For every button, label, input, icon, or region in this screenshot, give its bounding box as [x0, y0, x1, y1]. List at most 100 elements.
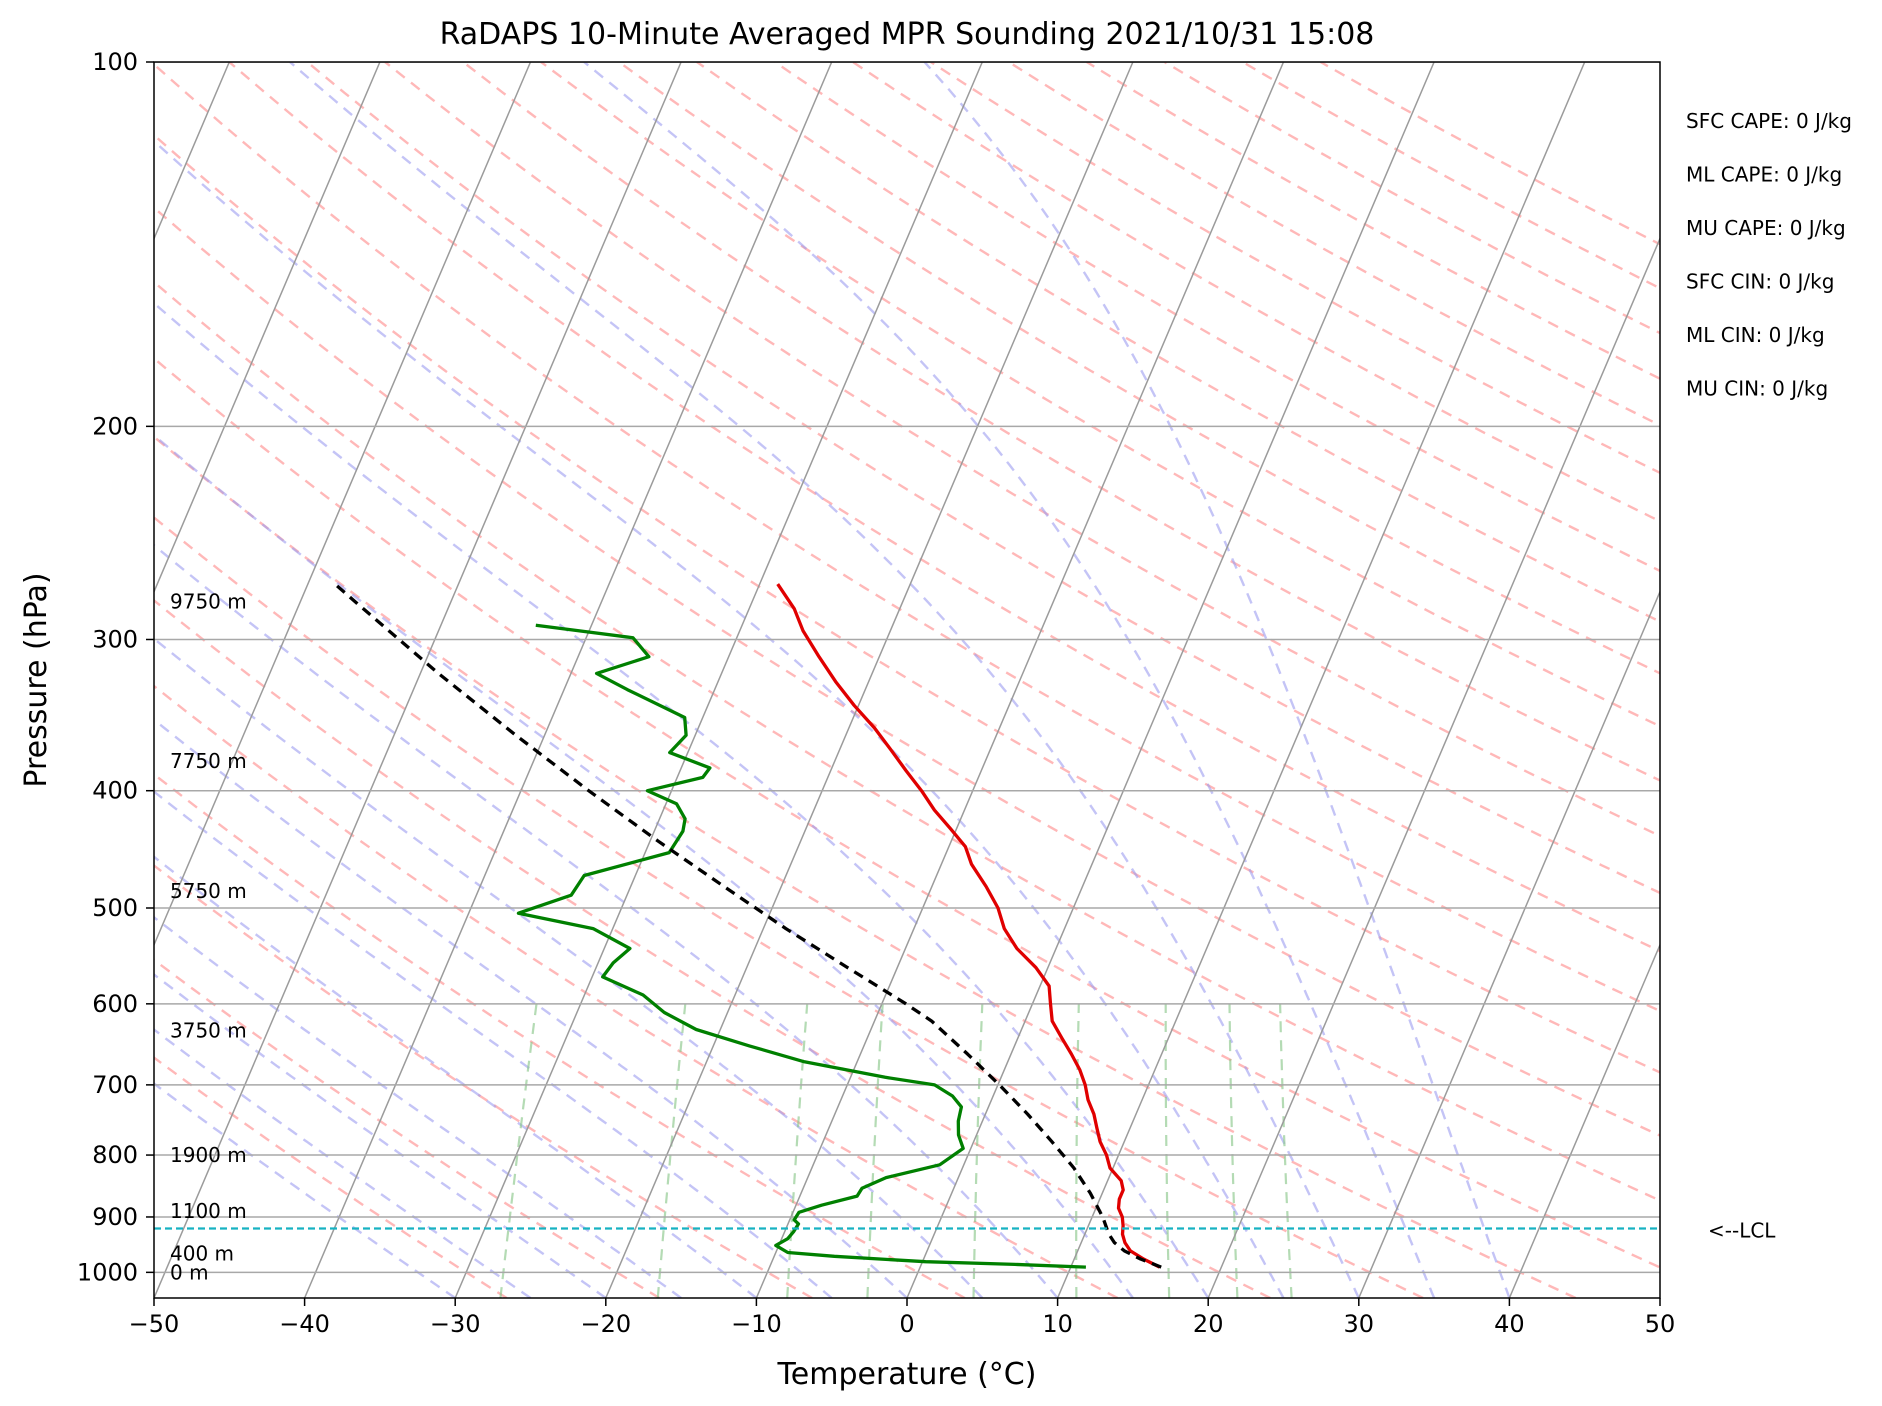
- dry-adiabat: [774, 62, 1660, 573]
- y-axis-label: Pressure (hPa): [19, 572, 54, 787]
- height-label: 3750 m: [170, 1018, 247, 1042]
- height-label: 0 m: [170, 1260, 209, 1284]
- y-tick-label: 1000: [77, 1258, 138, 1286]
- dry-adiabat: [696, 62, 1660, 623]
- x-tick-label: −40: [279, 1310, 330, 1338]
- dry-adiabat: [1319, 62, 1660, 246]
- mixing-ratio-line: [866, 1003, 884, 1298]
- dry-adiabat: [540, 62, 1660, 728]
- mixing-ratio-line: [1164, 1003, 1171, 1298]
- isotherm-line: [454, 62, 983, 1298]
- moist-adiabat: [154, 718, 908, 1298]
- y-tick-label: 100: [92, 48, 138, 76]
- dry-adiabat: [1163, 62, 1660, 335]
- lcl-label: <--LCL: [1708, 1219, 1776, 1243]
- dry-adiabat: [154, 598, 1271, 1298]
- height-label: 5750 m: [170, 879, 247, 903]
- height-label: 400 m: [170, 1242, 234, 1266]
- moist-adiabat: [923, 62, 1511, 1298]
- moist-adiabat: [154, 301, 1210, 1298]
- dry-adiabat: [154, 958, 661, 1298]
- dry-adiabat: [154, 356, 1660, 1269]
- x-tick-label: −30: [430, 1310, 481, 1338]
- isotherm-line: [1508, 942, 1660, 1298]
- isotherm-line: [154, 62, 381, 594]
- x-tick-label: 20: [1193, 1310, 1224, 1338]
- chart-title: RaDAPS 10-Minute Averaged MPR Sounding 2…: [440, 17, 1375, 52]
- isotherm-line: [1207, 236, 1660, 1298]
- isotherm-line: [605, 62, 1134, 1298]
- isotherm-line: [1056, 62, 1586, 1298]
- dry-adiabat: [462, 62, 1660, 782]
- y-tick-label: 800: [92, 1141, 138, 1169]
- grid-layer: [154, 62, 1660, 1298]
- y-tick-label: 200: [92, 412, 138, 440]
- x-tick-label: 0: [899, 1310, 914, 1338]
- dry-adiabat: [154, 772, 966, 1298]
- dry-adiabat: [852, 62, 1660, 523]
- stat-label: SFC CAPE: 0 J/kg: [1686, 109, 1852, 133]
- moist-adiabat: [154, 972, 607, 1298]
- dry-adiabat: [930, 62, 1660, 475]
- dry-adiabat: [154, 684, 1119, 1298]
- dry-adiabat: [154, 280, 1660, 1202]
- dewpoint-line: [516, 623, 1086, 1269]
- x-tick-label: −50: [129, 1310, 180, 1338]
- x-tick-label: 10: [1042, 1310, 1073, 1338]
- parcel-path-line: [333, 582, 1162, 1269]
- axes-layer: −50 −40 −30 −20 −10 0 10 20 30 40 50 1000 900 800 700 6…: [77, 48, 1675, 1338]
- x-tick-label: 30: [1344, 1310, 1375, 1338]
- moist-adiabat: [583, 62, 1436, 1298]
- mixing-ratio-line: [972, 1003, 984, 1298]
- moist-adiabat: [154, 543, 1059, 1298]
- y-tick-label: 600: [92, 990, 138, 1018]
- dry-adiabat: [618, 62, 1660, 675]
- moist-adiabat: [154, 139, 1285, 1298]
- mixing-ratio-line: [1228, 1003, 1239, 1298]
- dry-adiabat: [154, 515, 1424, 1298]
- dry-adiabat: [1086, 62, 1660, 381]
- temperature-line: [776, 583, 1161, 1269]
- stat-label: MU CAPE: 0 J/kg: [1686, 216, 1846, 240]
- dry-adiabat: [306, 62, 1660, 895]
- dry-adiabat: [228, 62, 1660, 953]
- x-axis-label: Temperature (°C): [777, 1357, 1037, 1392]
- isotherm-line: [154, 62, 682, 1298]
- mixing-ratio-line: [1279, 1003, 1293, 1298]
- y-tick-label: 700: [92, 1071, 138, 1099]
- isotherm-line: [1659, 1296, 1660, 1298]
- stat-label: SFC CIN: 0 J/kg: [1686, 270, 1834, 294]
- moist-adiabat: [154, 1082, 456, 1298]
- dry-adiabat: [154, 1056, 508, 1298]
- moist-adiabat: [289, 62, 1360, 1298]
- y-tick-label: 900: [92, 1203, 138, 1231]
- isotherm-line: [1358, 589, 1660, 1298]
- stat-label: ML CAPE: 0 J/kg: [1686, 163, 1842, 187]
- dry-adiabat: [154, 435, 1577, 1298]
- series-layer: [154, 582, 1660, 1269]
- dry-adiabat: [1008, 62, 1660, 427]
- dry-adiabat: [154, 206, 1660, 1137]
- x-tick-label: −10: [731, 1310, 782, 1338]
- plot-frame: [153, 61, 1661, 1299]
- stat-label: MU CIN: 0 J/kg: [1686, 377, 1828, 401]
- isotherm-line: [906, 62, 1435, 1298]
- x-tick-label: 50: [1645, 1310, 1676, 1338]
- mixing-ratio-line: [656, 1003, 687, 1298]
- moist-adiabat: [154, 637, 984, 1298]
- x-tick-label: −20: [580, 1310, 631, 1338]
- height-label: 1900 m: [170, 1143, 247, 1167]
- x-tick-label: 40: [1494, 1310, 1525, 1338]
- height-label: 7750 m: [170, 749, 247, 773]
- moist-adiabat: [154, 433, 1134, 1298]
- dry-adiabat: [154, 864, 813, 1298]
- y-tick-label: 500: [92, 894, 138, 922]
- height-label: 1100 m: [170, 1199, 247, 1223]
- isotherm-line: [303, 62, 833, 1298]
- height-label: 9750 m: [170, 589, 247, 613]
- dry-adiabat: [384, 62, 1660, 838]
- moist-adiabat: [154, 790, 833, 1298]
